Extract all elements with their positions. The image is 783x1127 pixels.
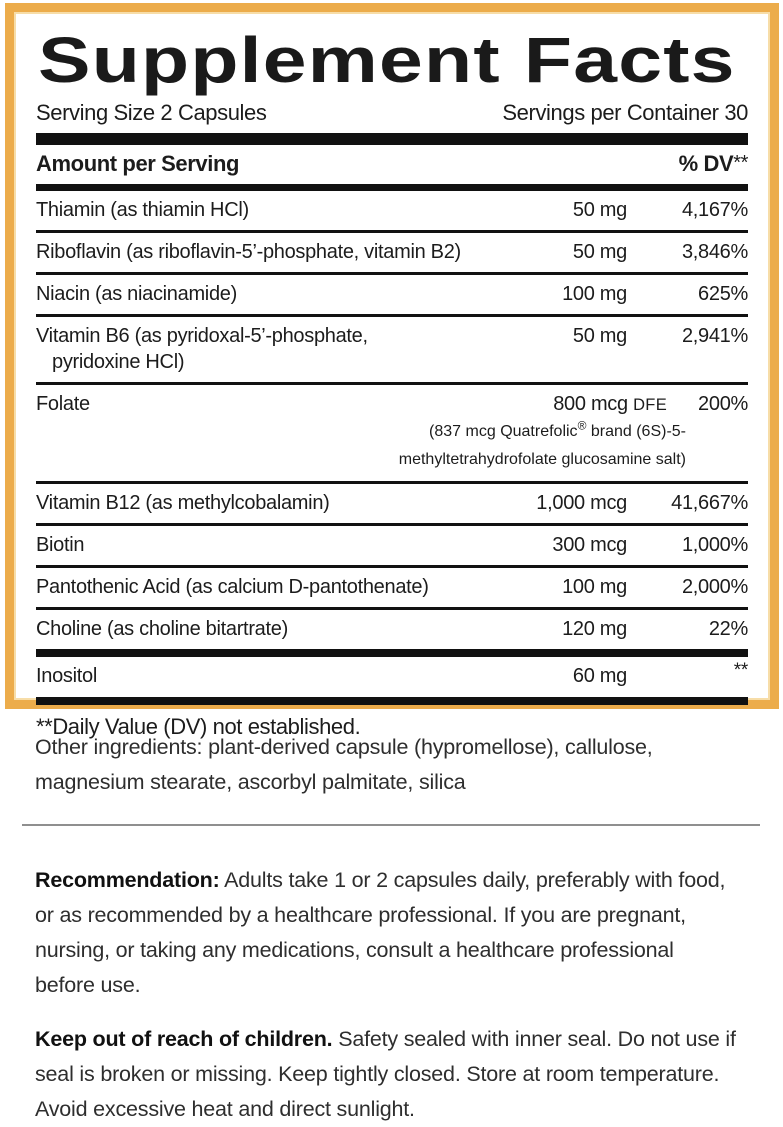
percent-dv-header: % DV** bbox=[678, 151, 749, 177]
nutrient-row-vitamin-b12: Vitamin B12 (as methylcobalamin) 1,000 m… bbox=[36, 481, 748, 523]
divider-bar-below-inositol bbox=[36, 697, 748, 705]
nutrient-name: Choline (as choline bitartrate) bbox=[36, 618, 288, 640]
other-ingredients-text: Other ingredients: plant-derived capsule… bbox=[35, 735, 653, 794]
nutrient-dv: 2,000% bbox=[681, 576, 748, 598]
nutrient-name: Vitamin B12 (as methylcobalamin) bbox=[36, 492, 330, 514]
supplement-facts-panel: Supplement Facts Serving Size 2 Capsules… bbox=[5, 3, 779, 739]
nutrient-name: Pantothenic Acid (as calcium D-pantothen… bbox=[36, 576, 429, 598]
section-divider-rule bbox=[22, 824, 760, 826]
nutrient-amount: 50 mg bbox=[572, 199, 627, 221]
divider-bar-under-header bbox=[36, 184, 748, 191]
divider-bar-heavy-top bbox=[36, 133, 748, 145]
nutrient-row-pantothenic-acid: Pantothenic Acid (as calcium D-pantothen… bbox=[36, 565, 748, 607]
nutrient-amount: 300 mcg bbox=[552, 534, 627, 556]
nutrient-dv: 2,941% bbox=[681, 325, 748, 347]
nutrient-dv: 22% bbox=[708, 618, 748, 640]
inositol-dv-asterisks: ** bbox=[733, 660, 749, 681]
nutrient-dv: 200% bbox=[698, 393, 748, 415]
recommendation-paragraph: Recommendation: Adults take 1 or 2 capsu… bbox=[35, 863, 735, 1003]
nutrient-name: Inositol bbox=[36, 665, 97, 687]
recommendation-text: Adults take 1 or 2 capsules daily, prefe… bbox=[35, 868, 726, 997]
nutrient-dv: 625% bbox=[698, 283, 748, 305]
warning-label: Keep out of reach of children. bbox=[35, 1027, 333, 1051]
nutrient-row-choline: Choline (as choline bitartrate) 120 mg 2… bbox=[36, 607, 748, 649]
divider-bar-above-inositol bbox=[36, 649, 748, 657]
folate-detail-pre: (837 mcg Quatrefolic bbox=[429, 423, 578, 440]
folate-detail-line2: methyltetrahydrofolate glucosamine salt) bbox=[398, 451, 686, 468]
nutrient-row-thiamin: Thiamin (as thiamin HCl) 50 mg 4,167% bbox=[36, 191, 748, 230]
nutrient-dv: 4,167% bbox=[681, 199, 748, 221]
label-body-copy: Other ingredients: plant-derived capsule… bbox=[22, 730, 760, 1127]
nutrient-amount: 1,000 mcg bbox=[536, 492, 627, 514]
nutrient-amount: 800 mcg DFE bbox=[482, 391, 667, 418]
nutrient-amount: 60 mg bbox=[572, 665, 627, 687]
nutrient-row-inositol: Inositol 60 mg ** bbox=[36, 657, 748, 697]
nutrient-name: Biotin bbox=[36, 534, 85, 556]
nutrient-row-riboflavin: Riboflavin (as riboflavin-5’-phosphate, … bbox=[36, 230, 748, 272]
supplement-facts-title: Supplement Facts bbox=[38, 24, 736, 96]
warning-paragraph: Keep out of reach of children. Safety se… bbox=[35, 1022, 738, 1127]
folate-amount-value: 800 mcg bbox=[553, 393, 628, 415]
nutrient-amount: 120 mg bbox=[562, 618, 627, 640]
table-header-row: Amount per Serving % DV** bbox=[36, 145, 748, 183]
nutrient-name: Niacin (as niacinamide) bbox=[36, 283, 237, 305]
recommendation-label: Recommendation: bbox=[35, 868, 220, 892]
dv-footnote: **Daily Value (DV) not established. bbox=[36, 714, 361, 739]
nutrient-dv: 3,846% bbox=[681, 241, 748, 263]
servings-per-container: Servings per Container 30 bbox=[502, 100, 748, 125]
nutrient-amount: 50 mg bbox=[572, 241, 627, 263]
nutrient-dv: 1,000% bbox=[681, 534, 748, 556]
nutrient-name: Thiamin (as thiamin HCl) bbox=[36, 199, 249, 221]
folate-detail-post: brand (6S)-5- bbox=[586, 423, 686, 440]
nutrient-name-line1: Vitamin B6 (as pyridoxal-5’-phosphate, bbox=[36, 325, 368, 347]
dv-header-text: % DV bbox=[678, 151, 734, 176]
nutrient-row-biotin: Biotin 300 mcg 1,000% bbox=[36, 523, 748, 565]
folate-dfe-suffix: DFE bbox=[633, 396, 667, 414]
serving-info-row: Serving Size 2 Capsules Servings per Con… bbox=[36, 100, 748, 126]
folate-detail-line1: (837 mcg Quatrefolic® brand (6S)-5- bbox=[36, 418, 748, 446]
nutrient-dv: ** bbox=[627, 660, 749, 690]
nutrient-name: Riboflavin (as riboflavin-5’-phosphate, … bbox=[36, 241, 461, 263]
nutrient-name: Vitamin B6 (as pyridoxal-5’-phosphate, p… bbox=[36, 323, 482, 375]
nutrient-amount: 100 mg bbox=[562, 283, 627, 305]
nutrient-row-folate-block: Folate 800 mcg DFE 200% (837 mcg Quatref… bbox=[36, 382, 748, 481]
amount-per-serving-header: Amount per Serving bbox=[36, 151, 240, 176]
nutrient-row-niacin: Niacin (as niacinamide) 100 mg 625% bbox=[36, 272, 748, 314]
dv-header-asterisks: ** bbox=[733, 152, 748, 174]
nutrient-amount: 100 mg bbox=[562, 576, 627, 598]
nutrient-row-vitamin-b6: Vitamin B6 (as pyridoxal-5’-phosphate, p… bbox=[36, 314, 748, 382]
nutrient-dv: 41,667% bbox=[671, 492, 748, 514]
nutrient-name: Folate bbox=[36, 393, 90, 415]
nutrient-amount: 50 mg bbox=[572, 325, 627, 347]
nutrient-row-folate: Folate 800 mcg DFE 200% bbox=[36, 385, 748, 418]
registered-trademark-mark: ® bbox=[577, 418, 587, 433]
nutrient-name-line2: pyridoxine HCl) bbox=[52, 351, 185, 373]
serving-size: Serving Size 2 Capsules bbox=[36, 100, 267, 125]
